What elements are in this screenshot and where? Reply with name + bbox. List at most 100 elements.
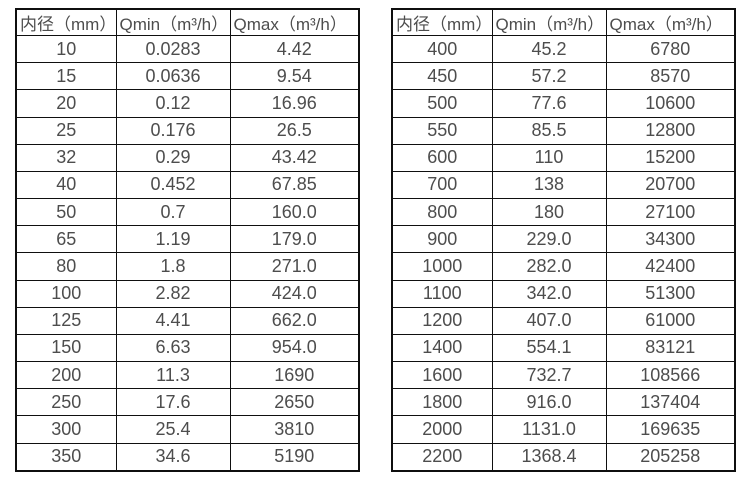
table-cell: 662.0 [229, 306, 360, 335]
table-cell: 1368.4 [491, 442, 607, 472]
table-cell: 26.5 [229, 116, 360, 145]
table-row: 2000 1131.0 169635 [391, 415, 736, 444]
table-cell: 0.0283 [115, 34, 231, 64]
table-cell: 554.1 [491, 333, 607, 363]
table-row: 内径（mm） Qmin（m³/h） Qmax（m³/h） [391, 8, 736, 36]
table-cell: 61000 [605, 306, 736, 335]
table-cell: 700 [391, 170, 493, 200]
table-row: 1200 407.0 61000 [391, 306, 736, 335]
table-row: 内径（mm） Qmin（m³/h） Qmax（m³/h） [15, 8, 360, 36]
table-cell: 600 [391, 143, 493, 172]
table-cell: 180 [491, 198, 607, 227]
table-cell: 200 [15, 361, 117, 390]
table-cell: 15200 [605, 143, 736, 172]
table-cell: 1400 [391, 333, 493, 363]
table-cell: 250 [15, 388, 117, 417]
table-row: 80 1.8 271.0 [15, 252, 360, 281]
table-body: 400 45.2 6780 450 57.2 8570 500 77.6 10600 550 85.… [391, 34, 736, 472]
table-cell: 25.4 [115, 415, 231, 444]
table-row: 25 0.176 26.5 [15, 116, 360, 145]
table-cell: 954.0 [229, 333, 360, 363]
table-row: 900 229.0 34300 [391, 225, 736, 254]
table-cell: 27100 [605, 198, 736, 227]
table-cell: 2.82 [115, 279, 231, 308]
table-row: 200 11.3 1690 [15, 361, 360, 390]
table-row: 15 0.0636 9.54 [15, 62, 360, 91]
table-cell: 50 [15, 198, 117, 227]
table-cell: 1.8 [115, 252, 231, 281]
table-cell: 450 [391, 62, 493, 91]
table-row: 350 34.6 5190 [15, 442, 360, 472]
table-cell: 20 [15, 89, 117, 118]
table-cell: 205258 [605, 442, 736, 472]
table-cell: 800 [391, 198, 493, 227]
table-cell: 16.96 [229, 89, 360, 118]
table-row: 500 77.6 10600 [391, 89, 736, 118]
table-cell: 150 [15, 333, 117, 363]
column-header: 内径（mm） [15, 8, 117, 36]
table-cell: 400 [391, 34, 493, 64]
table-row: 700 138 20700 [391, 170, 736, 200]
table-cell: 42400 [605, 252, 736, 281]
table-cell: 11.3 [115, 361, 231, 390]
table-cell: 25 [15, 116, 117, 145]
table-row: 800 180 27100 [391, 198, 736, 227]
table-cell: 1100 [391, 279, 493, 308]
table-header-row: 内径（mm） Qmin（m³/h） Qmax（m³/h） [15, 8, 360, 36]
table-cell: 424.0 [229, 279, 360, 308]
table-cell: 67.85 [229, 170, 360, 200]
table-cell: 17.6 [115, 388, 231, 417]
spec-table-left: 内径（mm） Qmin（m³/h） Qmax（m³/h） 10 0.0283 4.42 1… [15, 8, 360, 472]
table-cell: 1131.0 [491, 415, 607, 444]
table-cell: 2000 [391, 415, 493, 444]
table-cell: 500 [391, 89, 493, 118]
table-cell: 1.19 [115, 225, 231, 254]
table-row: 1000 282.0 42400 [391, 252, 736, 281]
table-row: 40 0.452 67.85 [15, 170, 360, 200]
table-cell: 229.0 [491, 225, 607, 254]
table-row: 250 17.6 2650 [15, 388, 360, 417]
table-cell: 43.42 [229, 143, 360, 172]
table-row: 20 0.12 16.96 [15, 89, 360, 118]
table-cell: 5190 [229, 442, 360, 472]
table-cell: 900 [391, 225, 493, 254]
table-cell: 32 [15, 143, 117, 172]
table-row: 600 110 15200 [391, 143, 736, 172]
table-cell: 732.7 [491, 361, 607, 390]
spec-table-right: 内径（mm） Qmin（m³/h） Qmax（m³/h） 400 45.2 6780 45… [391, 8, 736, 472]
table-cell: 350 [15, 442, 117, 472]
table-cell: 1600 [391, 361, 493, 390]
table-cell: 125 [15, 306, 117, 335]
table-cell: 45.2 [491, 34, 607, 64]
table-cell: 40 [15, 170, 117, 200]
table-row: 1600 732.7 108566 [391, 361, 736, 390]
table-cell: 1000 [391, 252, 493, 281]
table-cell: 138 [491, 170, 607, 200]
table-cell: 10 [15, 34, 117, 64]
table-row: 300 25.4 3810 [15, 415, 360, 444]
table-cell: 1800 [391, 388, 493, 417]
table-cell: 1200 [391, 306, 493, 335]
table-cell: 65 [15, 225, 117, 254]
table-row: 2200 1368.4 205258 [391, 442, 736, 472]
table-cell: 160.0 [229, 198, 360, 227]
table-cell: 34300 [605, 225, 736, 254]
table-row: 100 2.82 424.0 [15, 279, 360, 308]
table-cell: 0.12 [115, 89, 231, 118]
table-cell: 15 [15, 62, 117, 91]
table-row: 1100 342.0 51300 [391, 279, 736, 308]
column-header: Qmax（m³/h） [605, 8, 736, 36]
table-cell: 12800 [605, 116, 736, 145]
table-row: 125 4.41 662.0 [15, 306, 360, 335]
column-header: 内径（mm） [391, 8, 493, 36]
table-cell: 83121 [605, 333, 736, 363]
table-cell: 9.54 [229, 62, 360, 91]
table-cell: 100 [15, 279, 117, 308]
table-row: 1800 916.0 137404 [391, 388, 736, 417]
table-cell: 110 [491, 143, 607, 172]
table-cell: 2650 [229, 388, 360, 417]
table-row: 550 85.5 12800 [391, 116, 736, 145]
table-cell: 169635 [605, 415, 736, 444]
column-header: Qmin（m³/h） [115, 8, 231, 36]
